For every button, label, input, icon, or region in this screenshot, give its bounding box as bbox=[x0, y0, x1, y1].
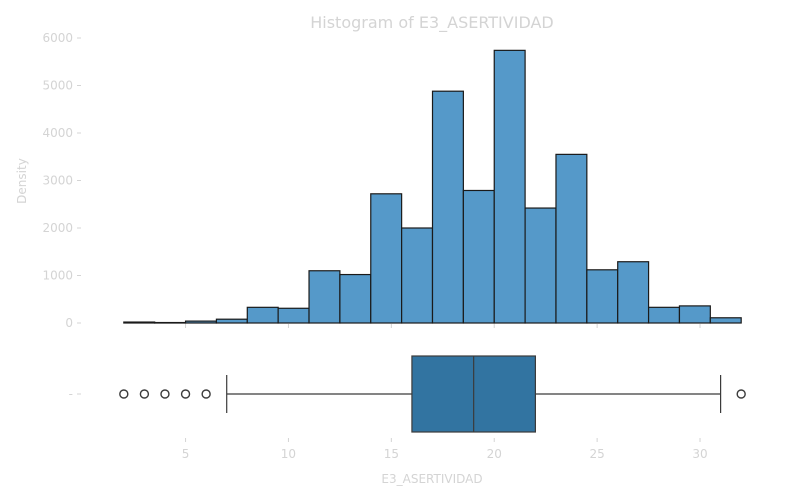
histogram-bar bbox=[462, 189, 495, 324]
histogram-x-ticks bbox=[185, 324, 701, 328]
outlier-point bbox=[119, 389, 129, 399]
x-tick-label: 15 bbox=[384, 447, 399, 461]
boxplot-y-axis: - bbox=[69, 387, 81, 401]
histogram-bar bbox=[370, 193, 403, 324]
y-axis-label: Density bbox=[15, 158, 29, 204]
histogram-bars bbox=[123, 49, 742, 324]
histogram-bar bbox=[339, 273, 372, 324]
histogram-bar bbox=[246, 306, 279, 324]
histogram-bar bbox=[431, 90, 464, 324]
histogram-bar bbox=[647, 306, 681, 324]
histogram-bar bbox=[277, 307, 310, 324]
y-tick-label: 2000 bbox=[42, 221, 73, 235]
histogram-bar bbox=[308, 270, 341, 324]
outlier-point bbox=[201, 389, 211, 399]
y-tick-label: 1000 bbox=[42, 269, 73, 283]
x-axis-label: E3_ASERTIVIDAD bbox=[381, 472, 482, 486]
chart-title: Histogram of E3_ASERTIVIDAD bbox=[310, 13, 554, 33]
boxplot-y-tick-label: - bbox=[69, 387, 73, 401]
outlier-point bbox=[180, 389, 191, 399]
boxplot-x-axis: 5 10 15 20 25 30 bbox=[182, 438, 708, 461]
histogram-bar bbox=[401, 227, 434, 324]
x-tick-label: 30 bbox=[692, 447, 707, 461]
histogram-bar bbox=[184, 320, 218, 324]
y-tick-label: 5000 bbox=[42, 79, 73, 93]
y-tick-label: 6000 bbox=[42, 31, 73, 45]
outlier-point bbox=[160, 389, 170, 399]
x-tick-label: 20 bbox=[487, 447, 502, 461]
y-tick-label: 3000 bbox=[42, 174, 73, 188]
histogram-bar bbox=[493, 49, 526, 324]
boxplot bbox=[119, 355, 746, 433]
histogram-bar bbox=[617, 261, 650, 324]
histogram-y-axis: 0 1000 2000 3000 4000 5000 6000 bbox=[42, 31, 81, 330]
histogram-bar bbox=[154, 321, 187, 324]
x-tick-label: 5 bbox=[182, 447, 190, 461]
histogram-bar bbox=[586, 269, 619, 324]
histogram-bar bbox=[555, 153, 588, 324]
histogram-bar bbox=[678, 305, 711, 324]
histogram-bar bbox=[123, 321, 156, 324]
outlier-point bbox=[139, 389, 150, 399]
x-tick-label: 25 bbox=[589, 447, 604, 461]
histogram-bar bbox=[524, 207, 557, 324]
x-tick-label: 10 bbox=[281, 447, 296, 461]
histogram-bar bbox=[215, 318, 248, 324]
histogram-bar bbox=[709, 317, 742, 324]
y-tick-label: 4000 bbox=[42, 126, 73, 140]
outlier-point bbox=[736, 389, 746, 399]
y-tick-label: 0 bbox=[65, 316, 73, 330]
